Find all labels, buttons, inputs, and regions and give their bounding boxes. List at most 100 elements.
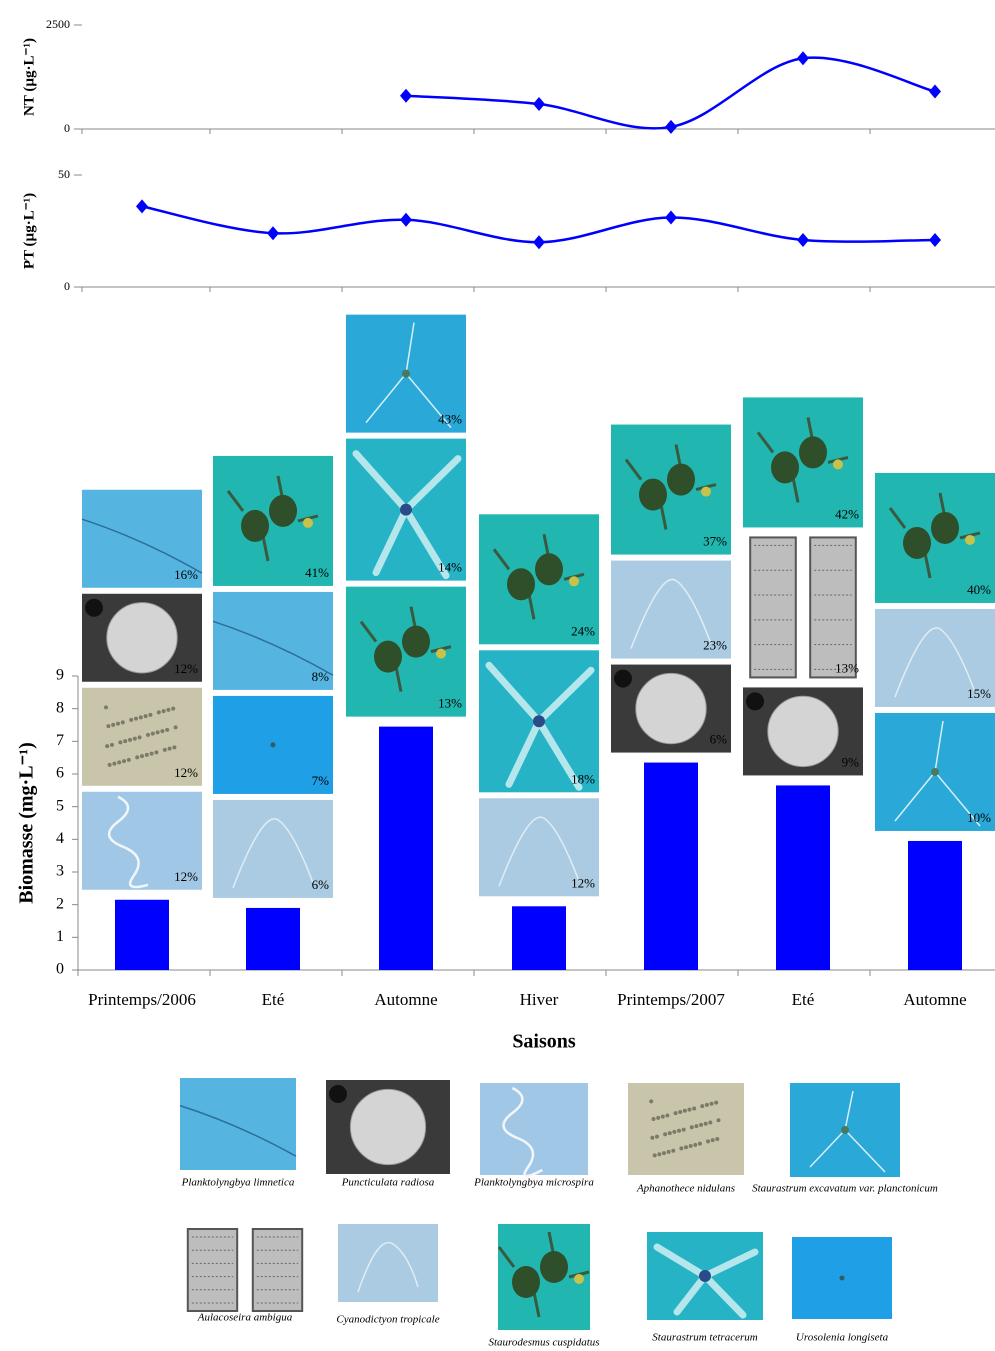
dot [126,757,131,762]
dot [661,1151,666,1156]
semicell [512,1266,540,1298]
dot [155,730,160,735]
arms [809,1090,886,1173]
dot [148,712,153,717]
picture-bg [213,591,333,690]
dot [112,761,117,766]
species-tile: 15% [875,608,995,707]
species-tile: 13% [743,533,863,682]
semicell [667,463,695,496]
x-tick-label: Printemps/2006 [88,990,196,1009]
species-tile: 18% [479,650,599,793]
dot [128,737,132,742]
dot [146,732,150,737]
dot [665,1113,670,1118]
arms [492,534,585,620]
y-tick-label: 2 [56,895,64,912]
body [533,715,545,728]
arms [497,1231,590,1318]
semicell [540,1251,568,1283]
y-tick-label: 4 [56,830,64,847]
share-label: 14% [438,560,462,575]
bar [908,840,962,970]
dot [111,722,116,727]
species-tile: 7% [213,695,333,794]
legend-label: Cyanodictyon tropicale [336,1314,439,1326]
species-tile: 41% [213,455,333,586]
arms [756,417,849,503]
dot [708,1120,713,1125]
species-tile: 10% [875,712,995,831]
arms [359,606,452,692]
y-axis-label: PT (µg·L⁻¹) [21,193,37,269]
dot [649,1099,654,1104]
dot [135,755,140,760]
dot [104,705,108,710]
share-label: 13% [835,660,859,675]
cell [349,1088,427,1166]
dot [666,1149,671,1154]
semicell [269,494,297,527]
legend-label: Urosolenia longiseta [796,1332,889,1344]
picture-bg [82,687,202,786]
colony [894,627,976,698]
species-tile: 6% [611,664,731,753]
dot [688,1144,693,1149]
legend-label: Staurastrum excavatum var. planctonicum [752,1183,938,1195]
dot [677,1128,682,1133]
dot [160,729,165,734]
share-label: 12% [174,765,198,780]
species-tile: 23% [611,560,731,659]
bar [115,899,169,970]
filament [212,620,334,676]
y-tick-label: 5 [56,797,64,814]
arms [888,492,981,579]
semicell [639,478,667,511]
dot [123,739,128,744]
picture-bg [480,1083,588,1175]
y-tick-label: 0 [56,961,64,978]
bar [246,907,300,970]
dot [667,1131,672,1136]
species-tile: 13% [346,586,466,717]
semicell [507,568,535,601]
dot [697,1141,702,1146]
legend-label: Aphanothece nidulans [636,1183,735,1195]
dot [694,1124,699,1129]
dot [144,752,149,757]
dot [162,747,167,752]
share-label: 10% [967,810,991,825]
pore [746,692,764,711]
bar [379,726,433,970]
dot [143,714,148,719]
species-tile: 42% [743,397,863,528]
dot [107,762,112,767]
share-label: 6% [710,732,728,747]
dot [154,750,159,755]
species-tile: 8% [212,591,334,690]
pore [85,598,103,617]
dot [709,1101,714,1106]
y-tick-label: 0 [64,279,70,293]
arms [653,1243,759,1319]
dot [156,710,161,715]
picture-bg [82,791,202,890]
share-label: 24% [571,623,595,638]
species-tile: 12% [82,687,202,786]
legend-item: Staurodesmus cuspidatus [488,1224,600,1349]
x-tick-label: Eté [262,990,285,1009]
dot [660,1114,665,1119]
share-label: 13% [438,696,462,711]
marker [797,51,809,66]
dot [678,1109,683,1114]
legend-label: Planktolyngbya microspira [473,1177,594,1189]
dot [682,1108,687,1113]
dot [106,724,111,729]
legend-item: Aphanothece nidulans [628,1083,744,1195]
pore [614,669,632,688]
dot [715,1136,720,1141]
bar [644,762,698,970]
species-tile: 16% [81,489,203,588]
dot [171,706,176,711]
